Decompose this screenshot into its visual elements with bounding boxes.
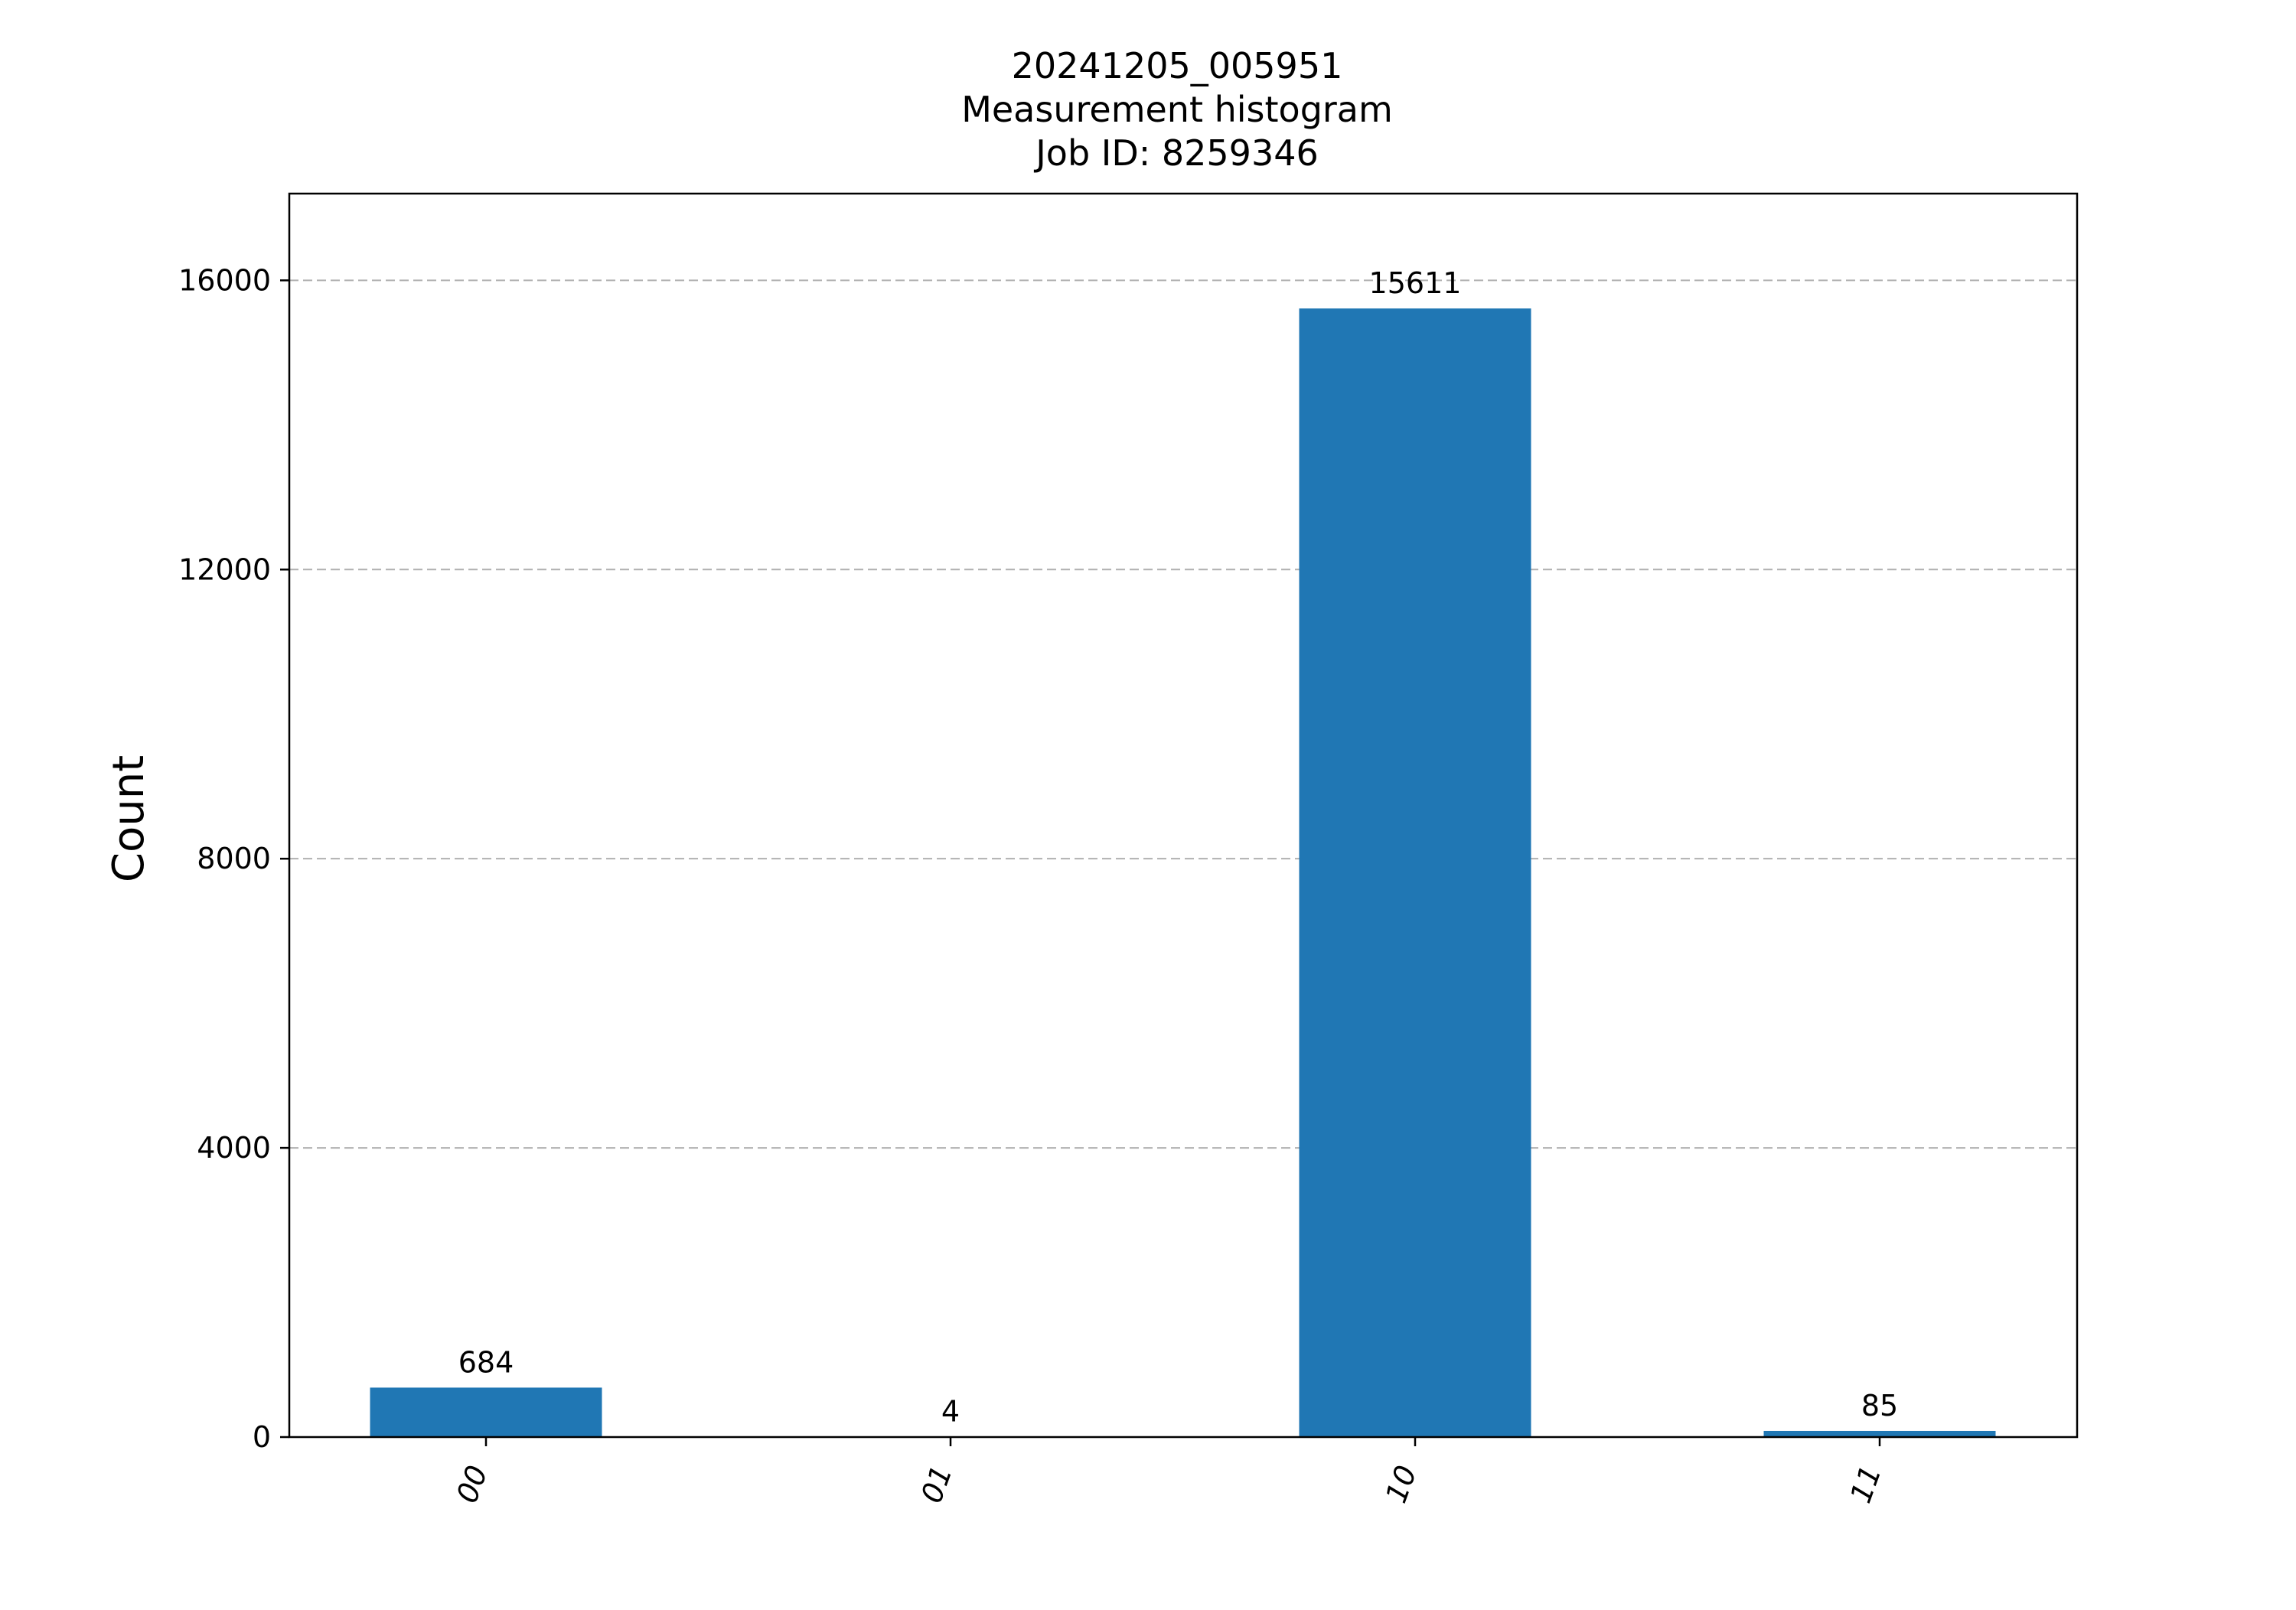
bar-00: [370, 1387, 602, 1437]
x-axis-ticks: 00 01 10 11: [450, 1437, 1888, 1507]
data-label-01: 4: [941, 1395, 960, 1429]
y-tick-label: 12000: [178, 552, 271, 586]
title-line-1: 20241205_005951: [1012, 45, 1343, 86]
y-tick-label: 8000: [197, 842, 271, 875]
title-line-3: Job ID: 8259346: [1033, 132, 1319, 174]
title-line-2: Measurement histogram: [961, 89, 1393, 130]
y-axis-ticks: 0 4000 8000 12000 16000: [178, 263, 289, 1454]
x-tick-label-01: 01: [915, 1461, 959, 1507]
data-label-00: 684: [458, 1345, 514, 1379]
y-axis-label: Count: [104, 755, 154, 882]
x-tick-label-11: 11: [1844, 1461, 1888, 1507]
data-labels: 684 4 15611 85: [458, 266, 1898, 1428]
x-tick-label-00: 00: [450, 1461, 494, 1507]
bars: [370, 308, 1996, 1437]
data-label-10: 15611: [1369, 266, 1462, 300]
y-tick-label: 16000: [178, 263, 271, 297]
plot-area-frame: [289, 194, 2077, 1437]
y-tick-label: 0: [253, 1420, 271, 1454]
gridlines: [289, 280, 2077, 1148]
chart-title: 20241205_005951 Measurement histogram Jo…: [961, 45, 1393, 174]
data-label-11: 85: [1861, 1389, 1898, 1423]
bar-10: [1300, 308, 1531, 1437]
y-tick-label: 4000: [197, 1131, 271, 1165]
x-tick-label-10: 10: [1379, 1461, 1424, 1507]
